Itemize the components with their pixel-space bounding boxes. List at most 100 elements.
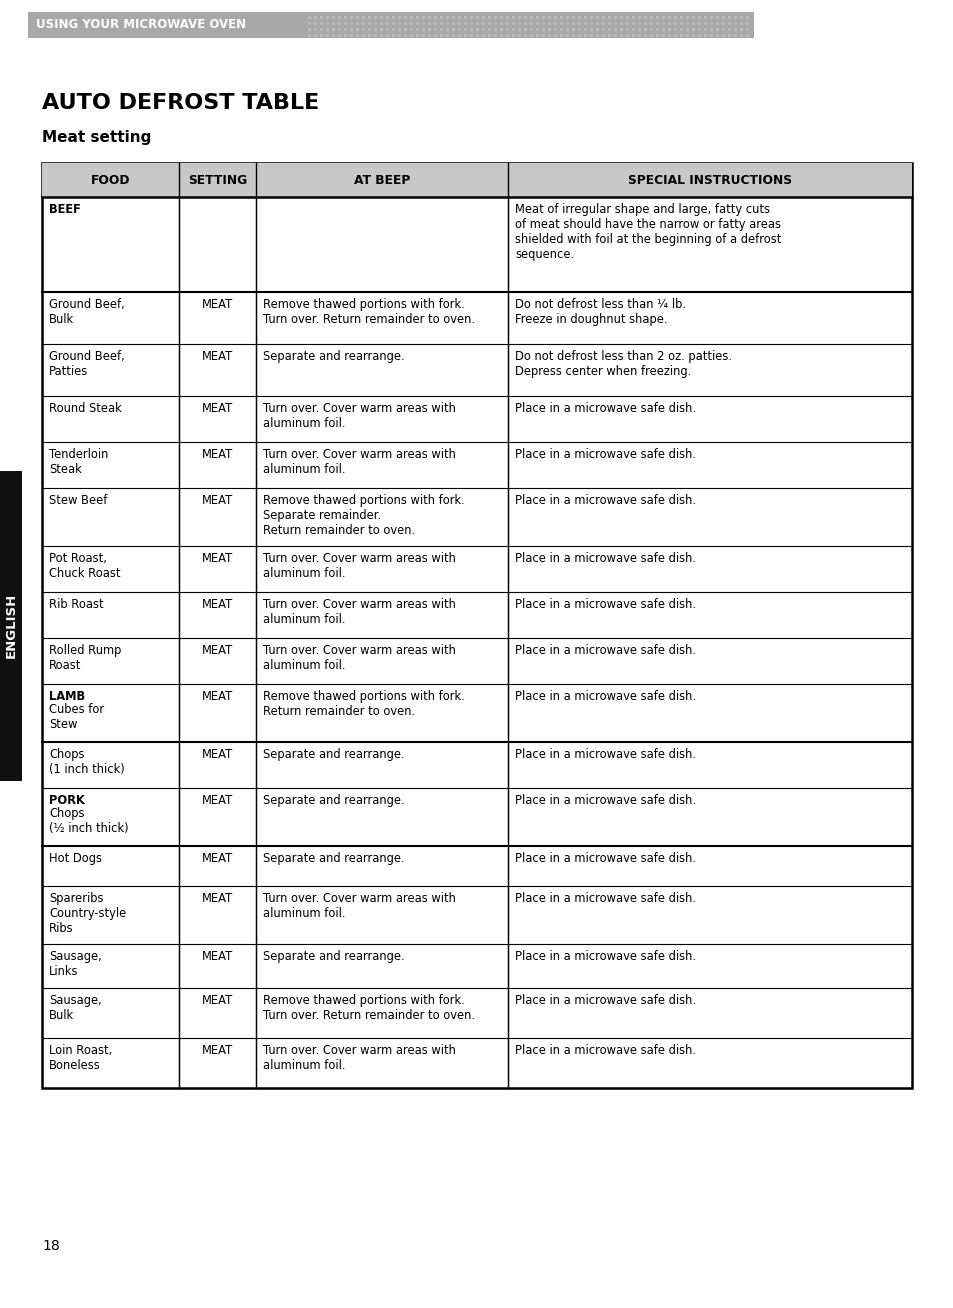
Bar: [416, 16, 418, 20]
Bar: [583, 22, 586, 25]
Bar: [392, 27, 395, 31]
Bar: [344, 16, 347, 20]
Bar: [589, 27, 593, 31]
Bar: [386, 22, 389, 25]
Bar: [619, 34, 622, 37]
Text: SPECIAL INSTRUCTIONS: SPECIAL INSTRUCTIONS: [627, 174, 791, 187]
Bar: [572, 27, 575, 31]
Bar: [656, 16, 659, 20]
Bar: [368, 22, 371, 25]
Text: Place in a microwave safe dish.: Place in a microwave safe dish.: [515, 950, 696, 963]
Bar: [733, 22, 737, 25]
Bar: [403, 27, 407, 31]
Bar: [625, 27, 628, 31]
Bar: [397, 34, 400, 37]
Bar: [410, 34, 413, 37]
Bar: [439, 16, 442, 20]
Bar: [421, 22, 424, 25]
Text: Turn over. Cover warm areas with
aluminum foil.: Turn over. Cover warm areas with aluminu…: [263, 449, 456, 476]
Text: Place in a microwave safe dish.: Place in a microwave safe dish.: [515, 598, 696, 611]
Bar: [470, 22, 473, 25]
Text: BEEF: BEEF: [49, 203, 81, 216]
Bar: [596, 16, 598, 20]
Bar: [488, 22, 491, 25]
Text: Place in a microwave safe dish.: Place in a microwave safe dish.: [515, 748, 696, 761]
Bar: [721, 16, 724, 20]
Bar: [481, 27, 484, 31]
Bar: [463, 22, 467, 25]
Bar: [614, 27, 617, 31]
Bar: [326, 16, 329, 20]
Bar: [355, 27, 358, 31]
Bar: [601, 22, 604, 25]
Bar: [512, 34, 515, 37]
Text: Remove thawed portions with fork.
Turn over. Return remainder to oven.: Remove thawed portions with fork. Turn o…: [263, 298, 475, 326]
Bar: [488, 27, 491, 31]
Bar: [554, 34, 557, 37]
Text: Round Steak: Round Steak: [49, 402, 122, 415]
Bar: [308, 34, 311, 37]
Bar: [344, 27, 347, 31]
Bar: [392, 16, 395, 20]
Text: MEAT: MEAT: [202, 892, 233, 905]
Bar: [656, 27, 659, 31]
Bar: [589, 16, 593, 20]
Bar: [661, 27, 664, 31]
Bar: [589, 34, 593, 37]
Text: Place in a microwave safe dish.: Place in a microwave safe dish.: [515, 402, 696, 415]
Bar: [350, 22, 353, 25]
Bar: [452, 16, 455, 20]
Bar: [523, 34, 526, 37]
Bar: [361, 16, 365, 20]
Bar: [505, 16, 509, 20]
Bar: [625, 34, 628, 37]
Bar: [691, 22, 695, 25]
Bar: [481, 34, 484, 37]
Text: MEAT: MEAT: [202, 298, 233, 311]
Bar: [505, 22, 509, 25]
Bar: [494, 16, 497, 20]
Bar: [392, 34, 395, 37]
Bar: [607, 34, 610, 37]
Bar: [42, 164, 911, 1088]
Bar: [392, 22, 395, 25]
Bar: [319, 22, 323, 25]
Bar: [416, 34, 418, 37]
Text: MEAT: MEAT: [202, 598, 233, 611]
Bar: [601, 16, 604, 20]
Bar: [631, 34, 635, 37]
Text: MEAT: MEAT: [202, 748, 233, 761]
Bar: [625, 22, 628, 25]
Bar: [625, 16, 628, 20]
Text: MEAT: MEAT: [202, 351, 233, 364]
Text: Turn over. Cover warm areas with
aluminum foil.: Turn over. Cover warm areas with aluminu…: [263, 644, 456, 672]
Text: Turn over. Cover warm areas with
aluminum foil.: Turn over. Cover warm areas with aluminu…: [263, 1044, 456, 1073]
Bar: [494, 34, 497, 37]
Bar: [565, 16, 568, 20]
Bar: [740, 34, 742, 37]
Bar: [308, 27, 311, 31]
Text: Rolled Rump
Roast: Rolled Rump Roast: [49, 644, 121, 672]
Bar: [332, 22, 335, 25]
Bar: [0, 471, 22, 781]
Bar: [643, 27, 646, 31]
Text: Remove thawed portions with fork.
Separate remainder.
Return remainder to oven.: Remove thawed portions with fork. Separa…: [263, 494, 464, 538]
Text: Ground Beef,
Patties: Ground Beef, Patties: [49, 351, 125, 378]
Bar: [421, 27, 424, 31]
Bar: [685, 16, 688, 20]
Bar: [698, 16, 700, 20]
Bar: [332, 34, 335, 37]
Bar: [421, 16, 424, 20]
Text: Place in a microwave safe dish.: Place in a microwave safe dish.: [515, 494, 696, 508]
Text: FOOD: FOOD: [91, 174, 131, 187]
Text: MEAT: MEAT: [202, 644, 233, 657]
Bar: [523, 27, 526, 31]
Bar: [499, 16, 502, 20]
Bar: [614, 22, 617, 25]
Bar: [337, 16, 340, 20]
Bar: [476, 16, 478, 20]
Text: Hot Dogs: Hot Dogs: [49, 852, 102, 865]
Bar: [350, 27, 353, 31]
Text: Turn over. Cover warm areas with
aluminum foil.: Turn over. Cover warm areas with aluminu…: [263, 402, 456, 430]
Bar: [727, 34, 730, 37]
